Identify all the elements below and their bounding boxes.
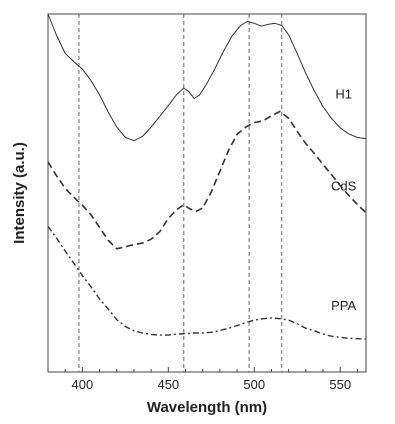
x-axis-ticks: 400 450 500 550 [64, 367, 358, 392]
x-tick-label-550: 550 [329, 377, 351, 392]
series-line-ppa [47, 225, 367, 340]
x-axis-title: Wavelength (nm) [147, 399, 267, 416]
series-label-h1: H1 [335, 87, 352, 102]
y-axis-title: Intensity (a.u.) [11, 142, 28, 244]
reference-lines [78, 14, 283, 372]
x-tick-label-500: 500 [243, 377, 265, 392]
series-line-cds [47, 110, 367, 250]
series-line-h1 [47, 13, 367, 142]
x-tick-label-400: 400 [72, 377, 94, 392]
series-label-ppa: PPA [331, 298, 356, 313]
series-lines [47, 13, 367, 340]
x-tick-label-450: 450 [157, 377, 179, 392]
series-labels: H1 CdS PPA [331, 87, 357, 313]
series-label-cds: CdS [331, 178, 357, 193]
plot-frame [47, 13, 367, 373]
